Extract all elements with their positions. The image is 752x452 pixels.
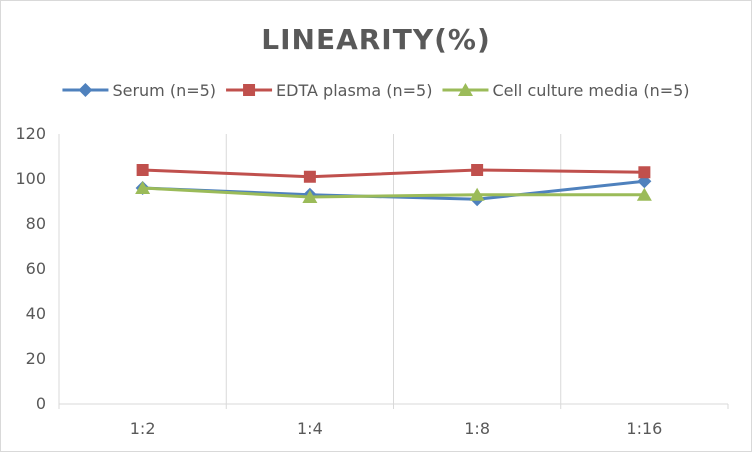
legend-label: EDTA plasma (n=5) [276, 81, 432, 100]
series-2 [136, 164, 651, 183]
y-tick-label: 100 [15, 169, 46, 188]
legend-marker [457, 83, 473, 96]
y-tick-label: 40 [26, 304, 46, 323]
series-layer [135, 164, 652, 207]
legend-item-3: Cell culture media (n=5) [442, 81, 690, 100]
legend-marker [243, 84, 256, 96]
y-tick-label: 60 [26, 259, 46, 278]
data-point [302, 190, 318, 203]
legend-item-1: Serum (n=5) [62, 81, 216, 100]
legend-item-2: EDTA plasma (n=5) [226, 81, 432, 100]
y-tick-label: 20 [26, 349, 46, 368]
data-point [135, 181, 151, 194]
series-line [142, 186, 645, 199]
data-point [638, 166, 651, 179]
data-point [469, 187, 485, 201]
legend-label: Serum (n=5) [112, 81, 216, 100]
y-tick-label: 120 [15, 124, 46, 143]
data-point [303, 170, 316, 183]
data-point [636, 187, 652, 201]
x-tick-label: 1:4 [297, 419, 323, 438]
series-line [142, 168, 645, 179]
grid-lines [225, 134, 562, 404]
y-tick-label: 80 [26, 214, 46, 233]
data-point [471, 164, 484, 176]
data-point [136, 164, 149, 176]
x-tick-label: 1:2 [130, 419, 156, 438]
y-tick-label: 0 [36, 394, 46, 413]
x-tick-label: 1:8 [464, 419, 490, 438]
legend-marker [78, 83, 93, 97]
axes: 0 20 40 60 80 100 120 1:2 1:4 1:8 1:16 [15, 124, 729, 438]
legend-label: Cell culture media (n=5) [492, 81, 689, 100]
legend: Serum (n=5) EDTA plasma (n=5) Cell culture… [62, 81, 690, 100]
chart-title: LINEARITY(%) [261, 23, 491, 56]
x-tick-label: 1:16 [626, 419, 662, 438]
series-3 [135, 181, 652, 203]
